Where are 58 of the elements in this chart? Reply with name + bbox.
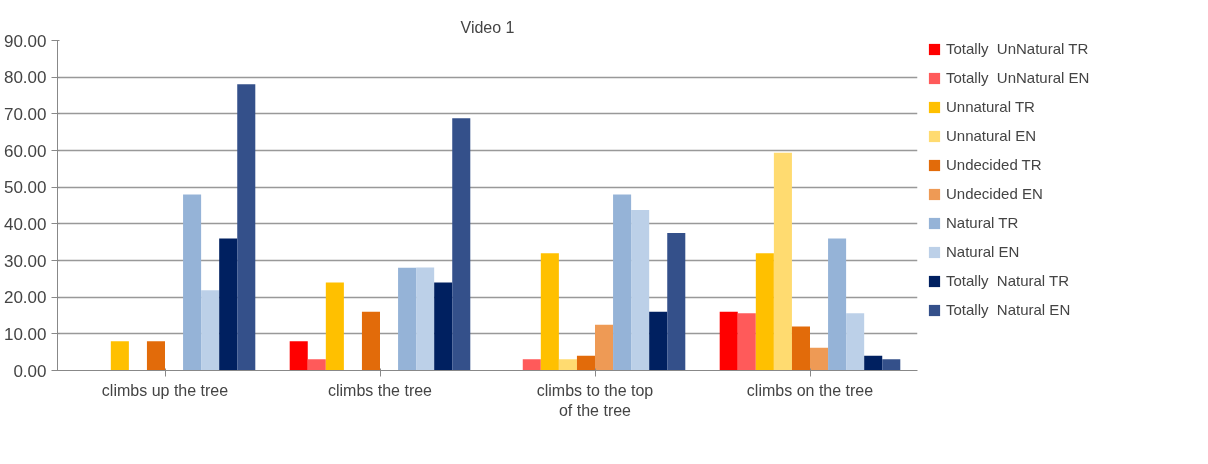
bar [828,238,847,371]
legend-label: Natural TR [946,214,1019,231]
y-tick-label: 60.00 [3,141,47,161]
x-tick-label: climbs the tree [327,381,433,399]
bar [201,290,220,371]
y-tick-label: 80.00 [3,68,47,88]
bar [522,359,541,371]
bar [773,152,792,371]
bar [361,311,380,371]
bar [791,326,810,371]
x-tick-label: climbs up the tree [101,381,229,399]
legend-label: Natural EN [946,243,1020,260]
bar [719,311,738,371]
legend-label: Unnatural TR [946,98,1035,115]
bar [237,84,256,371]
bar [307,359,326,371]
bar [595,324,614,371]
y-tick-label: 10.00 [3,324,47,344]
bar [864,355,883,371]
y-tick-label: 70.00 [3,104,47,124]
bar [452,118,471,371]
legend-label: Totally Natural EN [946,301,1071,318]
y-tick-label: 30.00 [3,251,47,271]
legend-label: Unnatural EN [946,127,1037,144]
bar [416,267,435,371]
bar [613,194,632,371]
x-tick-label: climbs on the tree [746,381,874,399]
bar [649,311,668,371]
bar [846,313,865,371]
y-tick-label: 90.00 [3,31,47,51]
bar [110,341,129,371]
bar [289,341,308,371]
bar [398,267,417,371]
legend-label: Undecided EN [946,185,1043,202]
bar [434,282,453,371]
bar [325,282,344,371]
bar [558,359,577,371]
bar [219,238,238,371]
legend-label: Totally Natural TR [946,272,1070,289]
y-tick-label: 50.00 [3,178,47,198]
bar [576,355,595,371]
bar [755,253,774,371]
y-tick-label: 40.00 [3,214,47,234]
legend-label: Totally UnNatural TR [946,40,1089,57]
x-tick-label: climbs to the top of the tree [536,381,654,419]
bar [183,194,202,371]
bar [146,341,165,371]
bar [540,253,559,371]
y-tick-label: 0.00 [13,361,47,381]
bar [882,359,901,371]
chart-title: Video 1 [460,18,515,36]
bar [667,233,686,371]
legend-label: Undecided TR [946,156,1042,173]
y-tick-label: 20.00 [3,288,47,308]
bar [810,347,829,371]
legend-label: Totally UnNatural EN [946,69,1090,86]
bar [737,313,756,371]
bar [631,209,650,371]
